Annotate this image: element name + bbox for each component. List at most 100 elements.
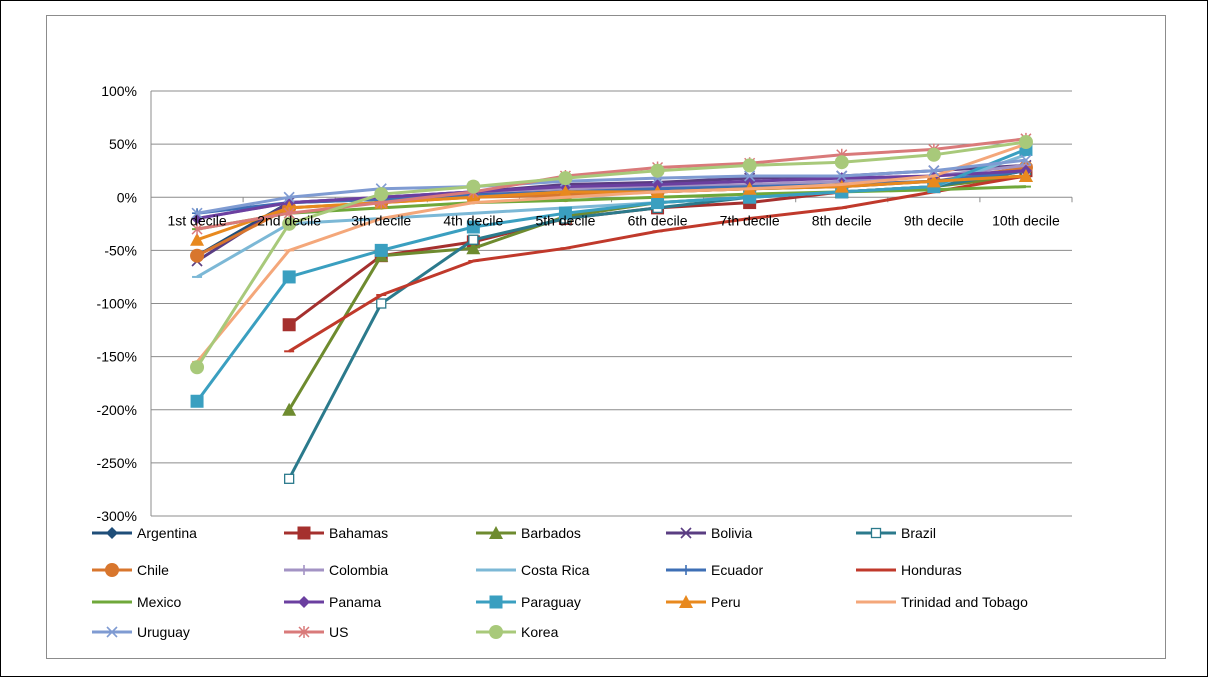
data-point <box>870 527 882 539</box>
legend-label: Paraguay <box>521 594 581 610</box>
data-point <box>190 232 205 246</box>
x-tick-label: 7th decile <box>720 212 780 228</box>
data-point <box>468 234 479 245</box>
legend: Argentina Bahamas Barbados Bolivia Brazil Chi… <box>92 525 1028 640</box>
data-point <box>650 163 665 178</box>
legend-entry: Peru <box>666 594 741 610</box>
legend-label: Brazil <box>901 525 936 541</box>
line-chart: 100% 50% 0% -50% -100% -150% -200% -250% -300% 1s… <box>92 83 1073 640</box>
x-tick-label: 9th decile <box>904 212 964 228</box>
series-line <box>196 169 1026 220</box>
legend-entry: Ecuador <box>666 562 763 578</box>
data-point <box>489 625 503 639</box>
data-point <box>1020 154 1032 166</box>
series-line <box>196 185 1026 231</box>
legend-label: Bahamas <box>329 525 388 541</box>
legend-label: Korea <box>521 624 559 640</box>
y-tick-label: -200% <box>97 402 137 418</box>
data-point <box>282 216 297 231</box>
data-point <box>466 179 481 194</box>
data-point <box>744 170 756 182</box>
legend-label: Barbados <box>521 525 581 541</box>
legend-label: Bolivia <box>711 525 752 541</box>
data-point <box>190 394 204 408</box>
data-point <box>558 206 572 220</box>
legend-entry: Argentina <box>92 525 197 541</box>
data-point <box>299 565 309 575</box>
data-point <box>283 473 295 484</box>
legend-entry: Barbados <box>476 525 581 541</box>
data-point <box>374 187 389 202</box>
x-tick-label: 3th decile <box>351 212 411 228</box>
data-point <box>928 165 940 177</box>
y-tick-label: 0% <box>117 189 137 205</box>
legend-entry: US <box>284 624 348 640</box>
data-point <box>282 270 296 284</box>
data-point <box>558 171 573 186</box>
data-point <box>489 526 503 539</box>
series-line <box>195 148 1027 403</box>
data-point <box>1018 135 1033 149</box>
data-point <box>742 158 757 173</box>
y-tick-label: -250% <box>97 455 137 471</box>
data-point <box>466 220 480 234</box>
data-point <box>1018 169 1033 182</box>
data-point <box>106 527 118 539</box>
legend-entry: Colombia <box>284 562 388 578</box>
data-point <box>376 298 387 309</box>
x-tick-label: 1st decile <box>167 212 226 228</box>
legend-entry: Bolivia <box>666 525 752 541</box>
series-lines <box>190 132 1033 484</box>
data-point <box>190 360 205 375</box>
chart-area: 100% 50% 0% -50% -100% -150% -200% -250% -300% 1s… <box>46 15 1166 659</box>
data-point <box>282 318 296 332</box>
legend-label: Trinidad and Tobago <box>901 594 1028 610</box>
x-tick-label: 10th decile <box>992 212 1060 228</box>
data-point <box>374 243 388 257</box>
data-point <box>926 174 941 188</box>
legend-entry: Uruguay <box>92 624 190 640</box>
legend-label: Argentina <box>137 525 197 541</box>
data-point <box>679 595 693 608</box>
data-point <box>106 626 118 638</box>
legend-label: US <box>329 624 348 640</box>
legend-entry: Korea <box>476 624 559 640</box>
data-point <box>834 179 849 193</box>
legend-entry: Panama <box>284 594 381 610</box>
data-point <box>651 196 665 210</box>
data-point <box>489 595 503 609</box>
legend-entry: Mexico <box>92 594 182 610</box>
data-point <box>926 147 941 162</box>
y-tick-label: -50% <box>104 242 137 258</box>
x-tick-label: 8th decile <box>812 212 872 228</box>
legend-entry: Brazil <box>856 525 936 541</box>
data-point <box>191 207 203 219</box>
series-line <box>195 142 1027 363</box>
legend-entry: Paraguay <box>476 594 581 610</box>
legend-label: Panama <box>329 594 381 610</box>
y-tick-label: 100% <box>101 83 137 99</box>
legend-entry: Chile <box>92 562 169 578</box>
legend-label: Costa Rica <box>521 562 590 578</box>
data-point <box>298 626 310 638</box>
y-tick-label: -300% <box>97 508 137 524</box>
legend-entry: Honduras <box>856 562 962 578</box>
data-point <box>834 155 849 170</box>
data-point <box>191 223 203 236</box>
y-tick-label: -150% <box>97 349 137 365</box>
legend-label: Uruguay <box>137 624 190 640</box>
data-point <box>836 170 848 182</box>
data-point <box>105 563 119 577</box>
legend-label: Honduras <box>901 562 962 578</box>
x-tick-label: 2nd decile <box>257 212 321 228</box>
legend-entry: Trinidad and Tobago <box>856 594 1028 610</box>
data-point <box>282 402 297 416</box>
legend-label: Colombia <box>329 562 388 578</box>
series-korea <box>190 135 1033 375</box>
series-line <box>195 140 1027 369</box>
tick-labels: 100% 50% 0% -50% -100% -150% -200% -250% -300% 1s… <box>97 83 1060 524</box>
y-tick-label: 50% <box>109 136 137 152</box>
data-point <box>297 526 311 540</box>
legend-entry: Bahamas <box>284 525 388 541</box>
